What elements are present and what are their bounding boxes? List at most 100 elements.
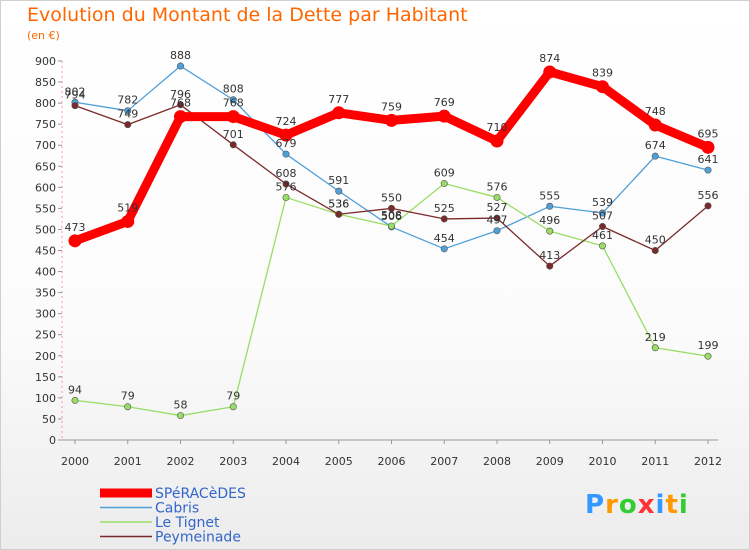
y-tick-label-0: 0 xyxy=(49,434,56,447)
point-s1-7 xyxy=(440,245,448,253)
y-tick-label-750: 750 xyxy=(35,118,56,131)
y-tick-label-100: 100 xyxy=(35,392,56,405)
point-s3-9 xyxy=(546,262,554,270)
point-s0-5 xyxy=(332,106,346,120)
y-tick-label-200: 200 xyxy=(35,350,56,363)
legend-label-1: Cabris xyxy=(155,501,199,517)
point-s0-9 xyxy=(543,65,557,79)
y-tick-label-600: 600 xyxy=(35,181,56,194)
point-s1-12 xyxy=(704,166,712,174)
y-tick-label-850: 850 xyxy=(35,76,56,89)
series-points xyxy=(68,62,715,420)
point-s0-10 xyxy=(596,80,609,94)
point-s2-11 xyxy=(651,344,659,352)
data-label-s1-0: 802 xyxy=(65,85,86,98)
data-labels: 802 782 888 808 679 591 506 454 497 555 539 674 641 9… xyxy=(65,49,719,412)
data-label-s0-6: 759 xyxy=(381,100,402,113)
y-tick-label-550: 550 xyxy=(35,202,56,215)
logo-letter: P xyxy=(585,490,606,520)
point-s2-8 xyxy=(493,193,501,201)
data-label-s1-3: 808 xyxy=(223,83,244,96)
y-tick-label-50: 50 xyxy=(42,413,56,426)
data-label-s3-4: 608 xyxy=(276,167,297,180)
data-label-s0-10: 839 xyxy=(592,67,613,80)
data-label-s0-3: 768 xyxy=(223,97,244,110)
data-label-s3-5: 536 xyxy=(328,197,349,210)
data-label-s0-1: 519 xyxy=(117,201,138,214)
logo-letter: i xyxy=(655,490,666,520)
x-tick-label-2004: 2004 xyxy=(272,455,300,468)
x-tick-label-2011: 2011 xyxy=(641,455,669,468)
data-label-s1-6: 506 xyxy=(381,210,402,223)
point-s0-12 xyxy=(701,140,715,154)
x-tick-label-2001: 2001 xyxy=(114,455,142,468)
data-label-s0-5: 777 xyxy=(328,93,349,106)
logo-letter: t xyxy=(665,490,679,520)
point-s3-2 xyxy=(177,101,185,109)
point-s2-7 xyxy=(440,180,448,188)
x-tick-label-2002: 2002 xyxy=(167,455,195,468)
x-tick-label-2006: 2006 xyxy=(378,455,406,468)
y-tick-label-650: 650 xyxy=(35,160,56,173)
data-label-s2-5: 536 xyxy=(328,197,349,210)
logo-letter: r xyxy=(605,490,619,520)
y-tick-label-350: 350 xyxy=(35,287,56,300)
data-label-s3-7: 525 xyxy=(434,202,455,215)
point-s1-4 xyxy=(282,150,290,158)
data-label-s3-3: 701 xyxy=(223,128,244,141)
data-label-s2-6: 508 xyxy=(381,209,402,222)
data-label-s3-8: 527 xyxy=(487,201,508,214)
point-s1-3 xyxy=(229,96,237,104)
data-label-s1-1: 782 xyxy=(117,94,138,107)
point-s2-0 xyxy=(71,396,79,404)
data-label-s3-11: 450 xyxy=(645,234,666,247)
data-label-s1-10: 539 xyxy=(592,196,613,209)
logo-letter: x xyxy=(637,490,656,520)
point-s3-5 xyxy=(335,210,343,218)
point-s1-1 xyxy=(124,107,132,115)
y-tick-label-900: 900 xyxy=(35,55,56,68)
x-tick-label-2012: 2012 xyxy=(694,455,722,468)
point-s2-2 xyxy=(177,412,185,420)
x-tick-label-2003: 2003 xyxy=(219,455,247,468)
point-s3-12 xyxy=(704,202,712,210)
data-label-s2-1: 79 xyxy=(121,390,135,403)
point-s2-10 xyxy=(598,242,606,250)
data-label-s2-3: 79 xyxy=(226,390,240,403)
data-label-s2-0: 94 xyxy=(68,383,82,396)
x-tick-label-2000: 2000 xyxy=(61,455,89,468)
point-s1-2 xyxy=(177,62,185,70)
y-tick-label-250: 250 xyxy=(35,329,56,342)
data-label-s2-11: 219 xyxy=(645,331,666,344)
data-label-s0-7: 769 xyxy=(434,96,455,109)
point-s0-6 xyxy=(385,113,398,127)
point-s1-8 xyxy=(493,227,501,235)
data-label-s1-4: 679 xyxy=(276,137,297,150)
point-s0-1 xyxy=(121,214,135,228)
data-label-s2-8: 576 xyxy=(487,180,508,193)
x-tick-label-2010: 2010 xyxy=(589,455,617,468)
data-label-s2-4: 576 xyxy=(276,180,297,193)
chart-title: Evolution du Montant de la Dette par Hab… xyxy=(27,4,468,26)
data-label-s1-11: 674 xyxy=(645,139,666,152)
data-label-s3-10: 507 xyxy=(592,209,613,222)
legend-label-0: SPéRACèDES xyxy=(155,486,246,502)
y-tick-label-150: 150 xyxy=(35,371,56,384)
point-s1-5 xyxy=(335,187,343,195)
point-s2-4 xyxy=(282,193,290,201)
point-s2-9 xyxy=(546,227,554,235)
data-label-s3-2: 796 xyxy=(170,88,191,101)
data-label-s0-8: 710 xyxy=(487,121,508,134)
data-label-s1-12: 641 xyxy=(698,153,719,166)
point-s3-8 xyxy=(493,214,501,222)
data-label-s0-2: 768 xyxy=(170,97,191,110)
data-label-s0-0: 473 xyxy=(65,221,86,234)
logo-letter: o xyxy=(618,490,638,520)
data-label-s2-9: 496 xyxy=(539,214,560,227)
point-s0-4 xyxy=(279,128,293,142)
point-s3-11 xyxy=(651,247,659,255)
data-label-s0-11: 748 xyxy=(645,105,666,118)
